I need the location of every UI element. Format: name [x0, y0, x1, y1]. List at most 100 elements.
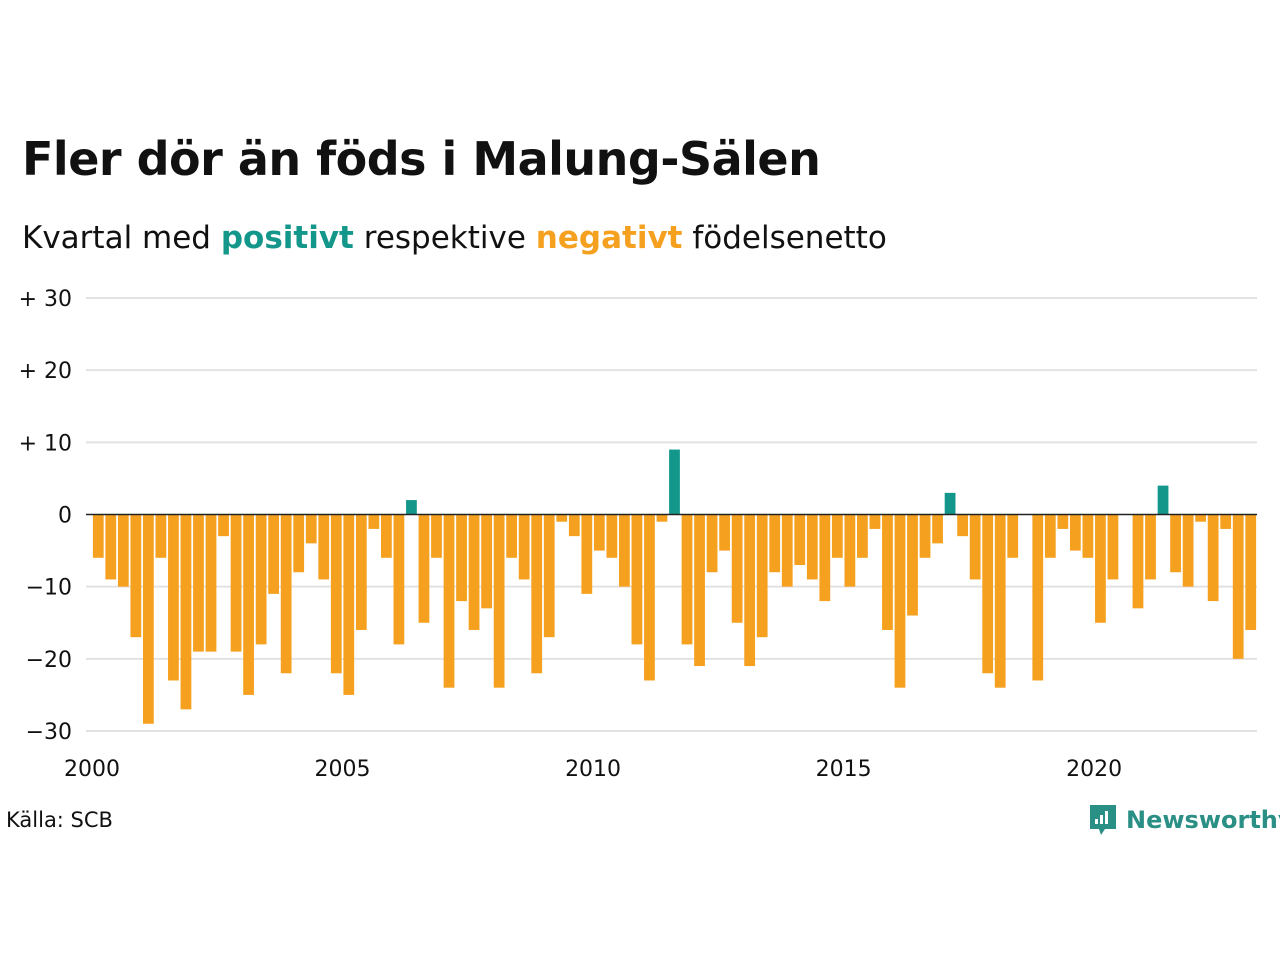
bar-2002Q4 [230, 514, 242, 652]
bar-2009Q1 [543, 514, 555, 638]
y-axis-ticks: + 30 + 20 + 10 0 −10 −20 −30 [19, 287, 72, 745]
bar-2001Q2 [155, 514, 167, 558]
subtitle-prefix: Kvartal med [22, 220, 211, 256]
bar-2020Q1 [1095, 514, 1106, 623]
bar-2022Q3 [1220, 514, 1232, 529]
bar-2010Q1 [593, 514, 605, 551]
subtitle-middle: respektive [363, 220, 526, 256]
bar-2003Q2 [255, 514, 267, 645]
brand-name: Newsworthy [1126, 806, 1280, 834]
bar-2013Q3 [769, 514, 781, 573]
brand-logo: Newsworthy [1088, 803, 1280, 837]
subtitle-positive-word: positivt [220, 220, 354, 256]
x-tick-label: 2020 [1066, 757, 1122, 782]
bar-2015Q2 [857, 514, 868, 558]
bar-2005Q4 [381, 514, 392, 558]
bar-2008Q3 [518, 514, 530, 580]
bar-2004Q2 [305, 514, 317, 544]
bar-2007Q3 [468, 514, 480, 630]
bar-2005Q2 [355, 514, 367, 630]
bar-2012Q2 [706, 514, 718, 573]
bar-2010Q2 [606, 514, 618, 558]
bar-2002Q2 [205, 514, 217, 652]
bar-2022Q1 [1195, 514, 1207, 522]
bar-2008Q2 [506, 514, 518, 558]
bar-2020Q2 [1107, 514, 1119, 580]
bar-2014Q3 [819, 514, 831, 602]
y-tick-label: + 10 [19, 431, 72, 456]
bar-2021Q3 [1170, 514, 1181, 573]
bar-2012Q1 [694, 514, 705, 667]
bar-2005Q3 [368, 514, 380, 529]
y-tick-label: + 20 [19, 359, 72, 384]
bar-2014Q1 [794, 514, 806, 566]
bar-2011Q4 [681, 514, 693, 645]
bar-2019Q3 [1069, 514, 1081, 551]
bar-2017Q2 [957, 514, 968, 537]
bar-2017Q1 [944, 492, 956, 515]
bar-2006Q4 [431, 514, 442, 558]
bar-2013Q4 [781, 514, 793, 587]
bar-2010Q4 [631, 514, 643, 645]
bar-2017Q3 [969, 514, 981, 580]
bar-2002Q1 [193, 514, 204, 652]
y-tick-label: 0 [58, 504, 72, 529]
bar-2019Q1 [1044, 514, 1056, 558]
y-tick-label: −10 [26, 576, 72, 601]
bar-2014Q2 [806, 514, 818, 580]
bar-2008Q4 [531, 514, 543, 674]
bar-2009Q4 [581, 514, 593, 594]
bar-2002Q3 [218, 514, 229, 537]
bar-2018Q4 [1032, 514, 1044, 681]
bar-2015Q1 [844, 514, 856, 587]
bar-2009Q3 [568, 514, 580, 537]
bar-2013Q2 [756, 514, 768, 638]
bar-2004Q3 [318, 514, 330, 580]
y-tick-label: −30 [26, 720, 72, 745]
bar-2018Q2 [1007, 514, 1019, 558]
x-tick-label: 2010 [565, 757, 621, 782]
bar-2018Q1 [994, 514, 1006, 688]
bar-2016Q1 [894, 514, 906, 688]
y-tick-label: −20 [26, 648, 72, 673]
bar-2007Q1 [443, 514, 455, 688]
newsworthy-logo-icon [1090, 805, 1116, 835]
bar-2006Q3 [418, 514, 430, 623]
source-note: Källa: SCB [6, 808, 113, 832]
bar-2000Q2 [105, 514, 117, 580]
bar-2001Q1 [142, 514, 154, 724]
subtitle-negative-word: negativt [535, 220, 683, 256]
bar-2021Q4 [1182, 514, 1194, 587]
chart-title: Fler dör än föds i Malung-Sälen [22, 132, 821, 186]
bar-2016Q3 [919, 514, 931, 558]
bar-2016Q2 [907, 514, 918, 616]
x-axis-ticks: 2000 2005 2010 2015 2020 [64, 757, 1122, 782]
bar-2022Q4 [1232, 514, 1244, 659]
bar-2009Q2 [556, 514, 568, 522]
bar-2012Q4 [731, 514, 743, 623]
bar-2017Q4 [982, 514, 994, 674]
bar-2011Q1 [644, 514, 655, 681]
x-tick-label: 2000 [64, 757, 120, 782]
bar-2021Q2 [1157, 485, 1169, 515]
bar-2004Q1 [293, 514, 305, 573]
bar-2023Q1 [1245, 514, 1257, 630]
bar-2003Q3 [268, 514, 280, 594]
bar-2003Q1 [243, 514, 254, 695]
bar-2013Q1 [744, 514, 756, 667]
bar-2008Q1 [493, 514, 505, 688]
bar-2020Q4 [1132, 514, 1144, 609]
bar-2001Q4 [180, 514, 192, 710]
bar-2012Q3 [719, 514, 730, 551]
chart-subtitle: Kvartal med positivt respektive negativt… [22, 220, 887, 256]
bar-2019Q2 [1057, 514, 1069, 529]
subtitle-suffix: födelsenetto [692, 220, 887, 256]
bar-2019Q4 [1082, 514, 1094, 558]
bar-2001Q3 [168, 514, 179, 681]
y-tick-label: + 30 [19, 287, 72, 312]
bars [92, 449, 1257, 724]
bar-2021Q1 [1145, 514, 1156, 580]
bar-2011Q3 [669, 449, 680, 515]
x-tick-label: 2015 [816, 757, 872, 782]
